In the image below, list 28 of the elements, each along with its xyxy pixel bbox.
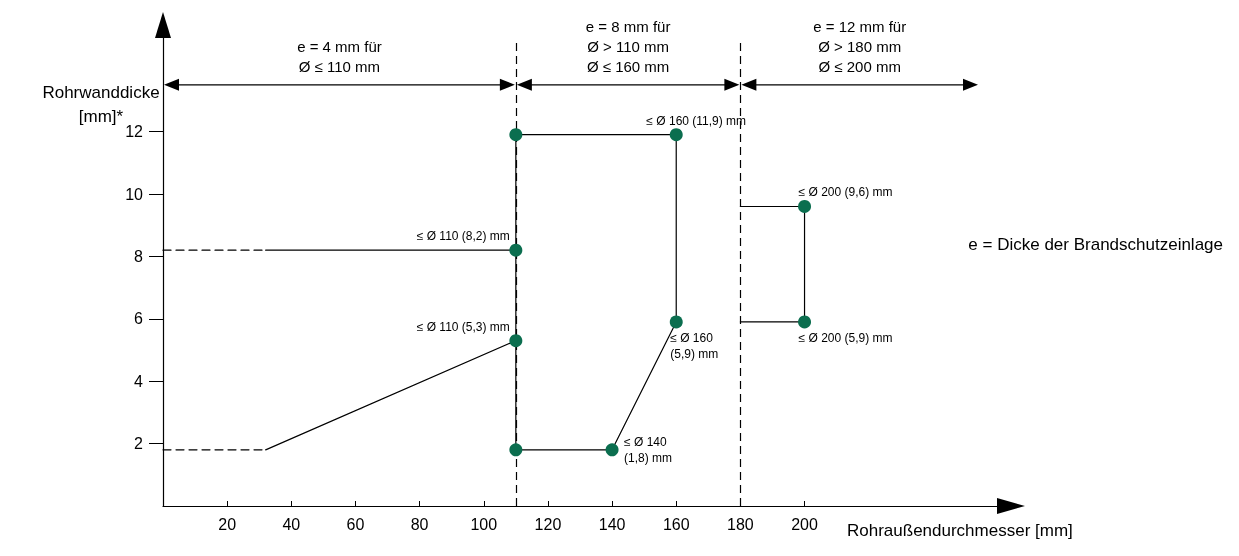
annotation: ≤ Ø 200 (9,6) mm [798, 185, 893, 200]
x-tick-label: 200 [791, 515, 818, 533]
x-tick-label: 60 [346, 515, 365, 533]
x-tick-label: 80 [410, 515, 429, 533]
x-tick-label: 160 [662, 515, 690, 533]
y-tick-label: 6 [134, 310, 144, 328]
y-tick-label: 2 [134, 435, 144, 453]
annotation: e = Dicke der Brandschutzeinlage [968, 235, 1224, 254]
annotation: e = 4 mm für Ø ≤ 110 mm [297, 38, 382, 76]
y-tick-label: 10 [125, 185, 144, 203]
x-tick-label: 120 [534, 515, 562, 533]
annotation: ≤ Ø 160 (5,9) mm [670, 330, 719, 361]
annotation: ≤ Ø 200 (5,9) mm [798, 330, 893, 345]
annotation: ≤ Ø 110 (5,3) mm [416, 319, 510, 334]
annotation: ≤ Ø 140 (1,8) mm [624, 434, 673, 465]
x-tick-label: 40 [282, 515, 301, 533]
x-tick-label: 100 [470, 515, 498, 533]
annotation: e = 12 mm für Ø > 180 mm Ø ≤ 200 mm [813, 18, 907, 76]
annotation: ≤ Ø 160 (11,9) mm [646, 113, 747, 128]
annotation: ≤ Ø 110 (8,2) mm [416, 229, 510, 244]
y-tick-label: 12 [125, 123, 144, 141]
y-tick-label: 8 [134, 247, 144, 265]
x-tick-label: 140 [598, 515, 626, 533]
x-axis-title: Rohraußendurchmesser [mm] [847, 521, 1073, 540]
annotation: e = 8 mm für Ø > 110 mm Ø ≤ 160 mm [585, 18, 671, 76]
x-tick-label: 20 [218, 515, 237, 533]
y-tick-label: 4 [134, 372, 144, 390]
x-tick-label: 180 [727, 515, 754, 533]
